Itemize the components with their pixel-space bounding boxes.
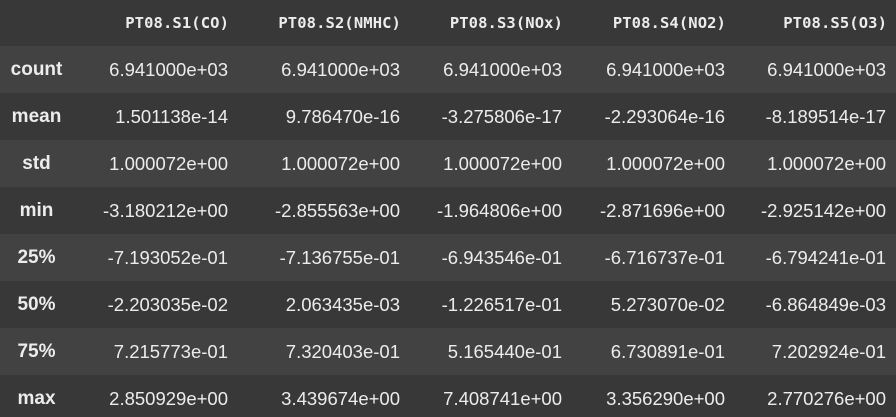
column-header: PT08.S1(CO) [73,0,238,46]
table-cell: 2.770276e+00 [767,387,886,409]
table-cell: 3.356290e+00 [606,387,725,409]
table-cell: 5.165440e-01 [447,340,562,362]
table-row: count 6.941000e+03 6.941000e+03 6.941000… [0,46,896,93]
table-row: 50% -2.203035e-02 2.063435e-03 -1.226517… [0,281,896,328]
table-body: count 6.941000e+03 6.941000e+03 6.941000… [0,46,896,417]
table-cell: -7.136755e-01 [279,246,400,268]
table-cell: -6.794241e-01 [765,246,886,268]
table-cell: 6.941000e+03 [606,58,725,80]
table-cell: 6.941000e+03 [281,58,400,80]
table-row: min -3.180212e+00 -2.855563e+00 -1.96480… [0,187,896,234]
table-cell: -1.964806e+00 [437,199,562,221]
row-label: 25% [17,246,56,268]
header-row: PT08.S1(CO) PT08.S2(NMHC) PT08.S3(NOx) P… [0,0,896,46]
table-row: max 2.850929e+00 3.439674e+00 7.408741e+… [0,375,896,417]
table-row: std 1.000072e+00 1.000072e+00 1.000072e+… [0,140,896,187]
table-cell: -6.716737e-01 [604,246,725,268]
table-cell: 1.501138e-14 [115,105,228,127]
row-label: 75% [17,340,56,362]
row-label: min [19,199,54,221]
table-cell: 2.850929e+00 [109,387,228,409]
table-cell: 1.000072e+00 [767,152,886,174]
table-cell: 1.000072e+00 [606,152,725,174]
table-header: PT08.S1(CO) PT08.S2(NMHC) PT08.S3(NOx) P… [0,0,896,46]
table-cell: -2.855563e+00 [275,199,400,221]
table-cell: -2.925142e+00 [761,199,886,221]
table-cell: 6.941000e+03 [767,58,886,80]
table-cell: 7.408741e+00 [443,387,562,409]
table-row: mean 1.501138e-14 9.786470e-16 -3.275806… [0,93,896,140]
table-cell: -2.203035e-02 [107,293,228,315]
table-cell: -8.189514e-17 [765,105,886,127]
table-cell: -2.871696e+00 [600,199,725,221]
table-cell: -3.180212e+00 [103,199,228,221]
column-header: PT08.S4(NO2) [572,0,735,46]
table-row: 25% -7.193052e-01 -7.136755e-01 -6.94354… [0,234,896,281]
column-header: PT08.S3(NOx) [410,0,572,46]
row-label: std [22,152,51,174]
table-cell: -1.226517e-01 [441,293,562,315]
table-cell: 5.273070e-02 [610,293,725,315]
row-label: max [17,387,56,409]
table-cell: 1.000072e+00 [443,152,562,174]
table-cell: -7.193052e-01 [107,246,228,268]
table-cell: 6.941000e+03 [443,58,562,80]
table-row: 75% 7.215773e-01 7.320403e-01 5.165440e-… [0,328,896,375]
table-cell: 2.063435e-03 [285,293,400,315]
table-cell: 6.730891e-01 [610,340,725,362]
column-header: PT08.S5(O3) [735,0,896,46]
table-cell: -6.864849e-03 [765,293,886,315]
table-cell: 9.786470e-16 [285,105,400,127]
row-label: count [10,58,63,80]
table-cell: 7.202924e-01 [771,340,886,362]
table-cell: 3.439674e+00 [281,387,400,409]
table-cell: -2.293064e-16 [604,105,725,127]
table-cell: 1.000072e+00 [109,152,228,174]
table-cell: 7.215773e-01 [113,340,228,362]
table-cell: -6.943546e-01 [441,246,562,268]
row-label: 50% [17,293,56,315]
table-cell: 7.320403e-01 [285,340,400,362]
table-cell: 1.000072e+00 [281,152,400,174]
table-cell: -3.275806e-17 [441,105,562,127]
row-label: mean [11,105,62,127]
column-header: PT08.S2(NMHC) [238,0,410,46]
table-cell: 6.941000e+03 [109,58,228,80]
index-header [0,0,73,46]
